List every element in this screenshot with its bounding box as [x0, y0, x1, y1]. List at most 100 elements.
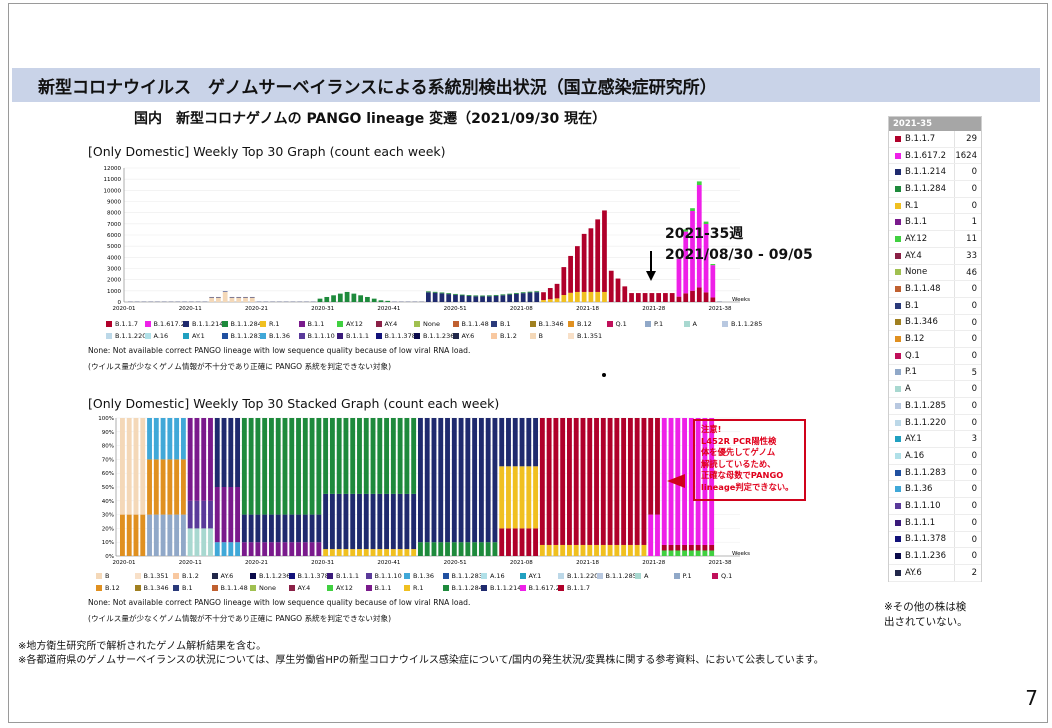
x-tick-label: 2021-38	[709, 306, 732, 312]
bar	[466, 295, 472, 297]
legend-swatch	[414, 321, 420, 327]
bar	[222, 291, 228, 302]
lineage-count: 33	[953, 247, 981, 264]
bar	[187, 418, 193, 501]
lineage-name: B.1.1.214	[905, 167, 946, 178]
bar	[404, 418, 410, 494]
legend-item: B	[96, 572, 109, 580]
bar	[627, 544, 633, 556]
legend-label: B.1.2	[500, 332, 517, 340]
legend-swatch	[250, 573, 256, 579]
legend-label: B.1.351	[577, 332, 603, 340]
lineage-swatch	[895, 486, 901, 493]
bar	[317, 298, 323, 302]
legend-swatch	[606, 321, 613, 327]
legend-label: P.1	[654, 320, 664, 328]
legend-swatch	[134, 573, 141, 579]
bar	[547, 288, 553, 300]
bar	[236, 297, 242, 302]
bar	[438, 542, 444, 556]
bar	[289, 514, 295, 543]
table-row: B.1.1.283 0	[889, 464, 981, 482]
y-tick-label: 10%	[102, 540, 114, 546]
legend-label: Q.1	[721, 572, 733, 580]
bar	[478, 542, 484, 556]
bar	[331, 295, 336, 302]
legend-swatch	[144, 321, 151, 327]
legend-label: B.1.1.220	[567, 572, 599, 580]
bar	[614, 544, 620, 556]
legend-swatch	[404, 573, 410, 579]
legend-swatch	[260, 333, 266, 339]
bar	[710, 297, 716, 302]
bar	[316, 418, 322, 515]
table-row: B.1.1.48 0	[889, 281, 981, 298]
bar	[527, 291, 533, 293]
legend-item: B.1.1.236	[414, 332, 454, 340]
bar	[363, 418, 369, 494]
lineage-count: 1	[953, 214, 981, 231]
bar	[404, 493, 410, 550]
bar	[500, 295, 506, 302]
legend-swatch	[173, 573, 179, 579]
bar	[439, 292, 445, 294]
table-row: B.1.1.7 29	[889, 131, 981, 148]
bar	[229, 296, 235, 298]
bar	[539, 418, 545, 545]
bar	[296, 514, 301, 543]
chart1-title: [Only Domestic] Weekly Top 30 Graph (cou…	[88, 144, 446, 159]
legend-item: B.1.1.48	[211, 584, 248, 592]
bar	[702, 418, 708, 545]
down-arrow-icon	[646, 251, 656, 281]
legend-label: B.1.1.1	[336, 572, 360, 580]
bar	[512, 528, 518, 556]
bar	[282, 514, 288, 543]
legend-swatch	[365, 585, 372, 591]
x-tick-label: 2020-41	[377, 560, 400, 566]
bar	[526, 418, 532, 467]
legend-label: B.1.1.48	[461, 320, 489, 328]
bar	[160, 418, 166, 460]
bar	[656, 293, 662, 302]
bar	[492, 418, 498, 543]
legend-label: B.1.1.285	[605, 572, 637, 580]
bar	[160, 459, 166, 515]
legend-swatch	[645, 321, 651, 327]
slide-frame	[8, 3, 1048, 723]
lineage-name: B.1.1.236	[905, 551, 946, 562]
bar	[499, 466, 505, 529]
page-title: 新型コロナウイルス ゲノムサーベイランスによる系統別検出状況（国立感染症研究所）	[38, 78, 717, 98]
y-tick-label: 2000	[107, 278, 121, 284]
bar	[560, 418, 566, 545]
bar	[676, 296, 682, 302]
table-row: B.1.617.2 1624	[889, 147, 981, 165]
bar	[682, 550, 688, 556]
legend-item: AY.1	[519, 572, 541, 580]
bar	[690, 208, 695, 212]
bar	[228, 418, 234, 487]
bar	[622, 286, 628, 302]
legend-item: AY.1	[183, 332, 205, 340]
bar	[519, 466, 525, 529]
legend-label: B.1.1.284	[230, 320, 262, 328]
bar	[201, 500, 207, 529]
lineage-swatch	[895, 135, 901, 142]
lineage-swatch	[895, 169, 901, 176]
bar	[642, 293, 648, 302]
legend-label: B.1.1.48	[220, 584, 248, 592]
bar	[329, 549, 335, 556]
lineage-name: B.1.1.1	[905, 517, 936, 528]
bar	[641, 544, 647, 556]
legend-swatch	[134, 585, 141, 591]
bar	[249, 296, 255, 298]
warning-line: 正確な母数でPANGO	[701, 470, 784, 481]
bar	[255, 542, 261, 556]
legend-swatch	[722, 321, 728, 327]
legend-item: B.1.346	[529, 320, 564, 328]
table-header: 2021-35	[889, 117, 981, 131]
bar	[547, 299, 553, 302]
legend-item: B.1.351	[568, 332, 602, 340]
warning-line: lineage判定できない。	[701, 481, 794, 492]
x-tick-label: 2020-21	[245, 306, 268, 312]
